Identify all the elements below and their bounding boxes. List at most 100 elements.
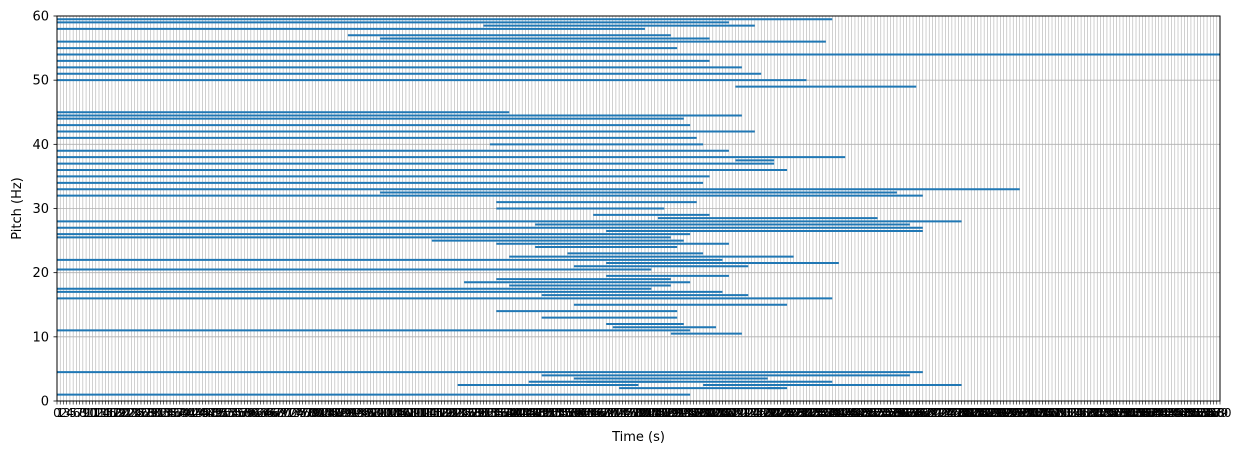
x-tick-label: 133 [475, 406, 498, 420]
x-tick-label: 216 [743, 406, 766, 420]
x-tick-label: 258 [879, 406, 902, 420]
x-tick-label: 345 [1160, 406, 1183, 420]
x-tick-label: 190 [659, 406, 682, 420]
x-tick-label: 287 [973, 406, 996, 420]
x-tick-label: 265 [902, 406, 925, 420]
x-tick-label: 308 [1041, 406, 1064, 420]
x-tick-label: 99 [369, 406, 384, 420]
x-tick-label: 209 [721, 406, 744, 420]
x-tick-label: 223 [766, 406, 789, 420]
x-tick-label: 201 [695, 406, 718, 420]
x-tick-label: 128 [459, 406, 482, 420]
x-tick-label: 139 [495, 406, 518, 420]
x-tick-label: 35 [162, 406, 177, 420]
x-tick-label: 211 [727, 406, 750, 420]
x-tick-label: 306 [1034, 406, 1057, 420]
x-tick-label: 312 [1053, 406, 1076, 420]
x-tick-label: 64 [256, 406, 271, 420]
x-tick-label: 346 [1163, 406, 1186, 420]
x-tick-label: 15 [98, 406, 113, 420]
x-tick-label: 302 [1021, 406, 1044, 420]
x-tick-label: 292 [989, 406, 1012, 420]
x-tick-label: 93 [350, 406, 365, 420]
x-tick-label: 159 [559, 406, 582, 420]
x-tick-label: 75 [292, 406, 307, 420]
x-axis-ticks: 0123456789101112131415161718192021222324… [53, 401, 1231, 420]
x-tick-label: 60 [243, 406, 258, 420]
x-tick-label: 330 [1112, 406, 1135, 420]
x-tick-label: 73 [285, 406, 300, 420]
x-tick-label: 297 [1005, 406, 1028, 420]
x-tick-label: 66 [263, 406, 278, 420]
x-tick-label: 359 [1205, 406, 1228, 420]
x-tick-label: 62 [250, 406, 265, 420]
x-tick-label: 340 [1144, 406, 1167, 420]
x-tick-label: 218 [750, 406, 773, 420]
series-layer [57, 18, 1220, 396]
x-tick-label: 176 [614, 406, 637, 420]
x-tick-label: 225 [772, 406, 795, 420]
x-tick-label: 77 [298, 406, 313, 420]
x-tick-label: 286 [969, 406, 992, 420]
x-tick-label: 80 [308, 406, 323, 420]
x-tick-label: 1 [56, 406, 64, 420]
x-tick-label: 101 [372, 406, 395, 420]
x-tick-label: 135 [482, 406, 505, 420]
x-tick-label: 309 [1044, 406, 1067, 420]
x-tick-label: 198 [685, 406, 708, 420]
x-tick-label: 221 [759, 406, 782, 420]
x-tick-label: 117 [424, 406, 447, 420]
x-tick-label: 244 [834, 406, 857, 420]
x-tick-label: 200 [692, 406, 715, 420]
x-tick-label: 243 [831, 406, 854, 420]
x-tick-label: 293 [992, 406, 1015, 420]
x-tick-label: 349 [1173, 406, 1196, 420]
x-tick-label: 51 [214, 406, 229, 420]
x-tick-label: 25 [130, 406, 145, 420]
x-tick-label: 205 [708, 406, 731, 420]
x-tick-label: 294 [995, 406, 1018, 420]
x-tick-label: 71 [279, 406, 294, 420]
x-tick-label: 56 [230, 406, 245, 420]
x-tick-label: 65 [259, 406, 274, 420]
x-tick-label: 252 [860, 406, 883, 420]
x-tick-label: 194 [672, 406, 695, 420]
x-tick-label: 166 [582, 406, 605, 420]
x-tick-label: 5 [69, 406, 77, 420]
x-tick-label: 263 [895, 406, 918, 420]
x-tick-label: 21 [117, 406, 132, 420]
x-tick-label: 354 [1189, 406, 1212, 420]
y-tick-label: 40 [32, 138, 49, 153]
x-tick-label: 320 [1079, 406, 1102, 420]
x-tick-label: 278 [944, 406, 967, 420]
x-tick-label: 115 [417, 406, 440, 420]
x-tick-label: 352 [1183, 406, 1206, 420]
x-tick-label: 38 [172, 406, 187, 420]
x-tick-label: 47 [201, 406, 216, 420]
x-tick-label: 151 [533, 406, 556, 420]
x-tick-label: 184 [640, 406, 663, 420]
x-tick-label: 160 [562, 406, 585, 420]
x-tick-label: 20 [114, 406, 129, 420]
x-tick-label: 233 [798, 406, 821, 420]
x-tick-label: 212 [730, 406, 753, 420]
x-tick-label: 76 [295, 406, 310, 420]
x-tick-label: 144 [511, 406, 534, 420]
x-tick-label: 122 [440, 406, 463, 420]
x-tick-label: 78 [301, 406, 316, 420]
x-tick-label: 129 [462, 406, 485, 420]
x-tick-label: 180 [627, 406, 650, 420]
x-tick-label: 40 [179, 406, 194, 420]
x-tick-label: 288 [976, 406, 999, 420]
x-tick-label: 130 [466, 406, 489, 420]
x-tick-label: 319 [1076, 406, 1099, 420]
x-tick-label: 55 [227, 406, 242, 420]
x-tick-label: 88 [334, 406, 349, 420]
x-tick-label: 262 [892, 406, 915, 420]
x-tick-label: 105 [385, 406, 408, 420]
x-tick-label: 271 [921, 406, 944, 420]
x-tick-label: 222 [763, 406, 786, 420]
y-axis-ticks: 0 10 20 30 40 50 60 [32, 10, 57, 410]
x-tick-label: 256 [873, 406, 896, 420]
